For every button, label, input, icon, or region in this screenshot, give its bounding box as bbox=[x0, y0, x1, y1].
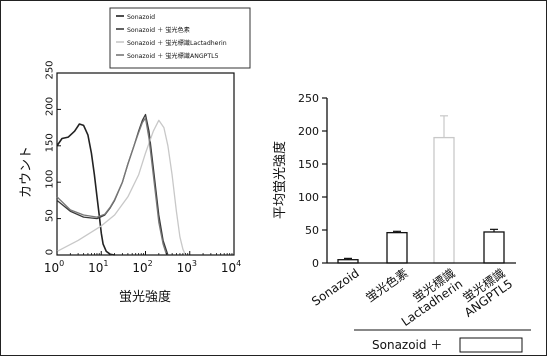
bar-category-label: Sonazoid bbox=[309, 266, 362, 309]
histogram-legend: Sonazoid Sonazoid ＋ 蛍光色素 Sonazoid ＋ 蛍光標識La… bbox=[110, 8, 250, 68]
histogram-series-2 bbox=[57, 120, 186, 255]
bar-2 bbox=[434, 138, 454, 263]
histogram-x-tick-label: 101 bbox=[88, 259, 108, 275]
bar-y-tick-label: 250 bbox=[298, 92, 319, 105]
bar-y-axis-label: 平均蛍光強度 bbox=[272, 141, 288, 219]
histogram-y-tick-label: 250 bbox=[45, 60, 56, 79]
bar-y-tick-label: 100 bbox=[298, 191, 319, 204]
histogram-x-tick-exp: 3 bbox=[192, 259, 197, 268]
histogram-y-ticks: 0 50 100 150 200 250 bbox=[45, 60, 62, 255]
bar-category-label: 蛍光色素 bbox=[363, 266, 410, 305]
legend-item: Sonazoid ＋ 蛍光色素 bbox=[127, 26, 190, 34]
bar-category-line: 蛍光色素 bbox=[363, 266, 410, 305]
bar-series bbox=[327, 116, 516, 263]
histogram-x-tick-base: 10 bbox=[132, 261, 147, 275]
histogram-x-tick-exp: 1 bbox=[103, 259, 108, 268]
bar-group-annotation: Sonazoid ＋ bbox=[354, 330, 531, 352]
legend-item: Sonazoid ＋ 蛍光標識ANGPTL5 bbox=[127, 52, 219, 60]
histogram-y-tick-label: 200 bbox=[45, 97, 56, 116]
bar-y-tick-label: 0 bbox=[312, 257, 319, 270]
histogram-y-axis-label: カウント bbox=[19, 146, 34, 198]
legend-item: Sonazoid bbox=[127, 14, 155, 21]
histogram-x-tick-label: 104 bbox=[221, 259, 241, 275]
histogram-y-tick-label: 50 bbox=[45, 209, 56, 222]
histogram-x-tick-label: 102 bbox=[132, 259, 152, 275]
histogram-x-tick-label: 100 bbox=[44, 259, 64, 275]
histogram-y-tick-label: 0 bbox=[45, 249, 56, 255]
bar-category-label: 蛍光標識ANGPTL5 bbox=[454, 266, 515, 320]
histogram-x-tick-base: 10 bbox=[177, 261, 192, 275]
bar-y-tick-label: 150 bbox=[298, 158, 319, 171]
bar-3 bbox=[484, 232, 504, 263]
histogram-x-tick-exp: 0 bbox=[59, 259, 64, 268]
group-label: Sonazoid ＋ bbox=[372, 338, 442, 352]
histogram-plot-area bbox=[57, 73, 234, 255]
bar-1 bbox=[387, 233, 407, 263]
histogram-y-tick-label: 100 bbox=[45, 170, 56, 189]
histogram-x-tick-base: 10 bbox=[44, 261, 59, 275]
histogram-x-tick-base: 10 bbox=[221, 261, 236, 275]
histogram-x-tick-base: 10 bbox=[88, 261, 103, 275]
bar-y-axis: 0 50 100 150 200 250 bbox=[298, 92, 327, 270]
histogram-chart: Sonazoid Sonazoid ＋ 蛍光色素 Sonazoid ＋ 蛍光標識La… bbox=[19, 8, 250, 305]
bar-chart: 0 50 100 150 200 250 Sonazoid 蛍光色素 蛍光標識Lactadhe… bbox=[272, 92, 531, 352]
bar-y-tick-label: 50 bbox=[305, 224, 319, 237]
histogram-y-tick-label: 150 bbox=[45, 133, 56, 152]
histogram-x-axis-label: 蛍光強度 bbox=[119, 289, 171, 305]
bar-y-tick-label: 200 bbox=[298, 125, 319, 138]
bar-category-line: Sonazoid bbox=[309, 266, 362, 309]
histogram-x-tick-exp: 4 bbox=[236, 259, 241, 268]
histogram-x-tick-exp: 2 bbox=[148, 259, 153, 268]
histogram-curves bbox=[57, 115, 186, 256]
group-blank-box bbox=[460, 338, 522, 352]
histogram-x-tick-label: 103 bbox=[177, 259, 197, 275]
legend-item: Sonazoid ＋ 蛍光標識Lactadherin bbox=[127, 39, 227, 47]
